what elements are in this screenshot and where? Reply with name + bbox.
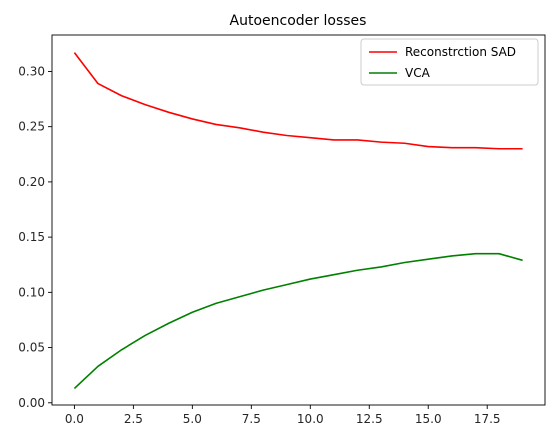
legend: Reconstrction SAD VCA [360, 38, 539, 86]
axes: 0.0 2.5 5.0 7.5 10.0 12.5 15.0 17.5 0.00 0.05 0.10… [18, 34, 546, 426]
y-tick-label: 0.15 [18, 230, 45, 244]
y-tick-label: 0.20 [18, 175, 45, 189]
x-tick-label: 5.0 [183, 412, 202, 426]
series-lines [73, 52, 523, 390]
x-tick-label: 17.5 [474, 412, 501, 426]
y-tick-label: 0.30 [18, 64, 45, 78]
series-line-2 [73, 252, 523, 390]
x-tick-label: 10.0 [297, 412, 324, 426]
plot-frame [51, 34, 546, 406]
legend-box [360, 38, 539, 86]
x-tick-label: 7.5 [242, 412, 261, 426]
y-tick-label: 0.00 [18, 396, 45, 410]
y-tick-label: 0.25 [18, 120, 45, 134]
y-tick-label: 0.10 [18, 285, 45, 299]
legend-label-1: Reconstrction SAD [405, 45, 516, 59]
x-tick-label: 0.0 [65, 412, 84, 426]
y-tick-label: 0.05 [18, 341, 45, 355]
chart-title: Autoencoder losses [230, 13, 367, 29]
x-tick-label: 12.5 [356, 412, 383, 426]
series-line-1 [73, 52, 523, 150]
x-tick-label: 15.0 [415, 412, 442, 426]
legend-label-2: VCA [405, 66, 431, 80]
x-tick-label: 2.5 [124, 412, 143, 426]
